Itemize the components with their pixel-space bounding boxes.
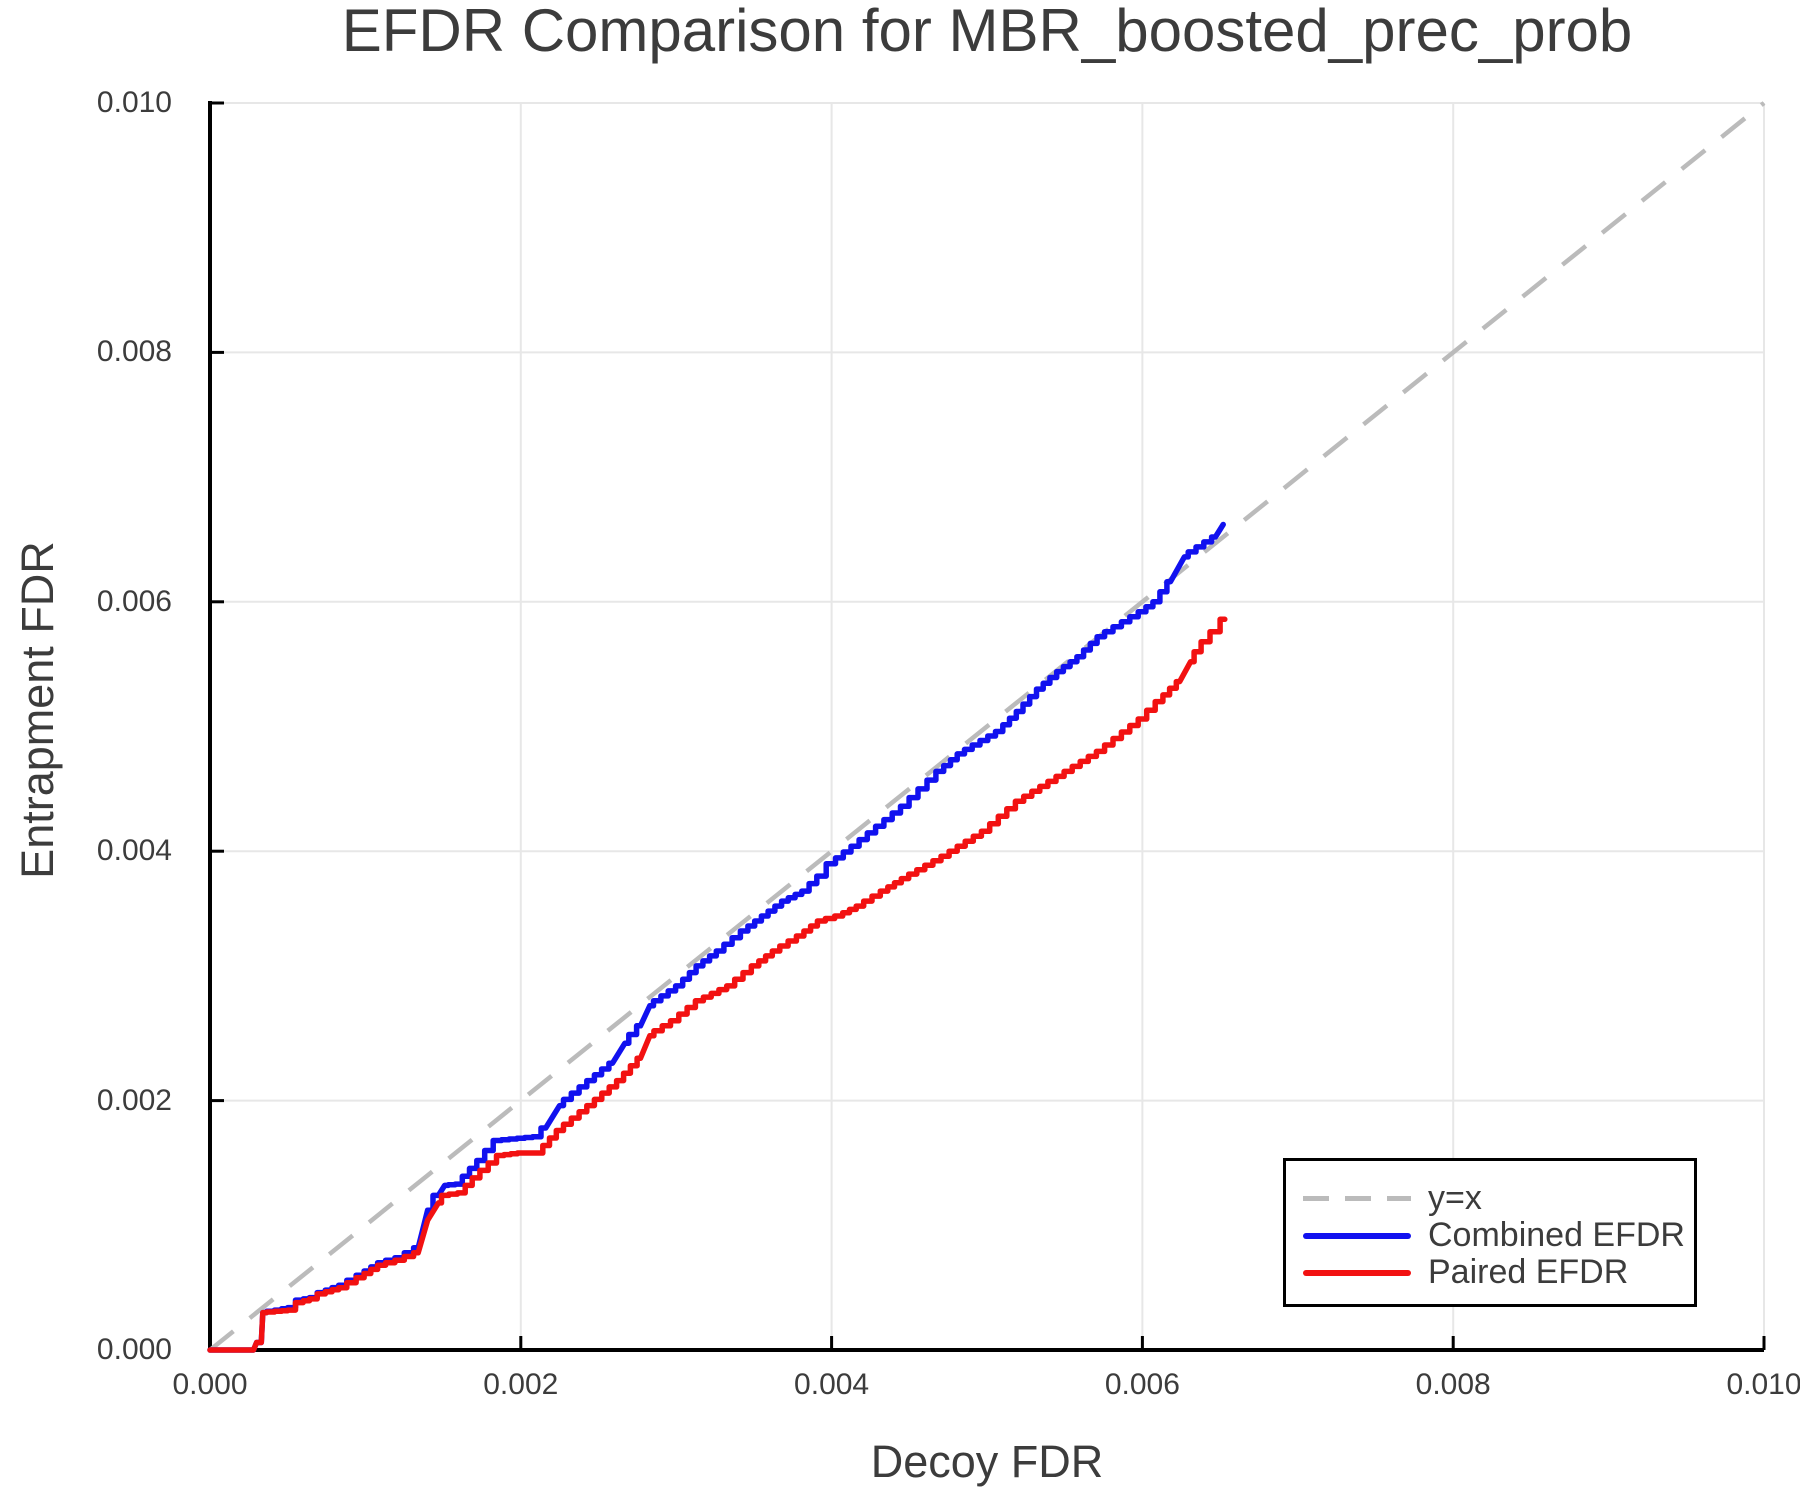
identity-line bbox=[208, 101, 1766, 1352]
y-tick-label: 0.008 bbox=[96, 335, 172, 369]
x-tick-label: 0.006 bbox=[1104, 1368, 1180, 1401]
x-tick-label: 0.004 bbox=[794, 1368, 870, 1401]
y-tick-label: 0.004 bbox=[96, 834, 172, 868]
legend-label-combined: Combined EFDR bbox=[1428, 1216, 1685, 1254]
legend-row-combined: Combined EFDR bbox=[1303, 1216, 1694, 1254]
chart-title: EFDR Comparison for MBR_boosted_prec_pro… bbox=[341, 0, 1633, 64]
legend: y=x Combined EFDR Paired EFDR bbox=[1283, 1158, 1697, 1307]
x-tick-label: 0.008 bbox=[1415, 1368, 1491, 1401]
y-tick-label: 0.006 bbox=[96, 584, 172, 618]
y-tick-label: 0.002 bbox=[96, 1083, 172, 1117]
series-line-combined-efdr bbox=[207, 521, 1226, 1353]
identity-line-sample bbox=[1303, 1196, 1411, 1201]
combined-line-sample bbox=[1303, 1232, 1411, 1239]
legend-label-identity: y=x bbox=[1428, 1179, 1482, 1217]
legend-row-identity: y=x bbox=[1303, 1179, 1694, 1217]
x-tick-label: 0.000 bbox=[172, 1368, 248, 1401]
y-tick-label: 0.000 bbox=[96, 1333, 172, 1366]
legend-row-paired: Paired EFDR bbox=[1303, 1253, 1694, 1291]
paired-line-sample bbox=[1303, 1269, 1411, 1276]
x-tick-label: 0.002 bbox=[483, 1368, 559, 1401]
y-tick-label: 0.010 bbox=[96, 86, 172, 119]
x-axis-label: Decoy FDR bbox=[870, 1436, 1104, 1487]
x-tick-label: 0.010 bbox=[1726, 1368, 1800, 1401]
series-line-paired-efdr bbox=[207, 616, 1228, 1353]
legend-label-paired: Paired EFDR bbox=[1428, 1253, 1629, 1291]
